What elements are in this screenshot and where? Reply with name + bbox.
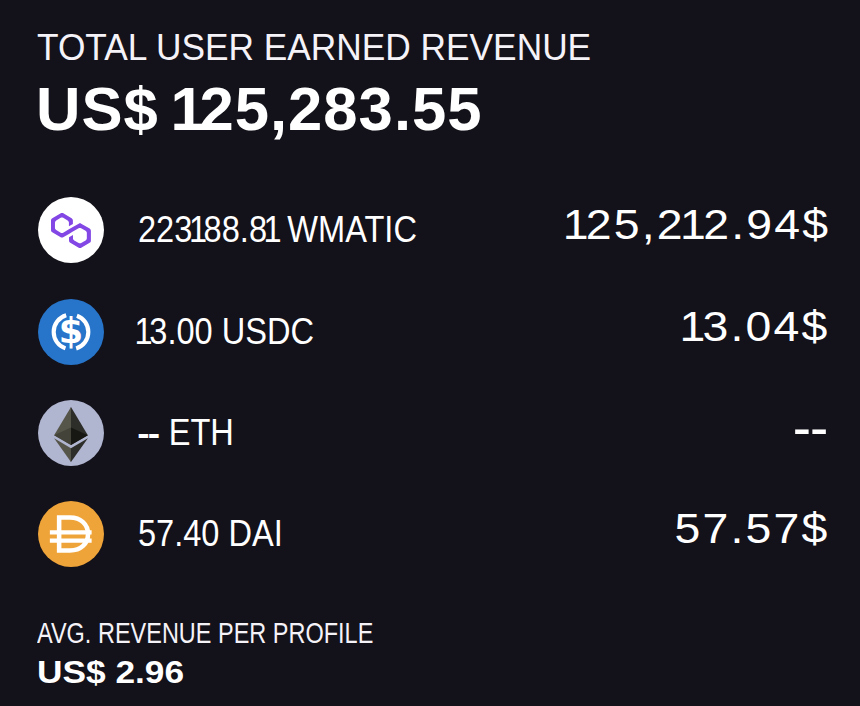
avg-revenue-label: AVG. REVENUE PER PROFILE: [37, 617, 452, 650]
card-title: TOTAL USER EARNED REVENUE: [37, 27, 602, 69]
total-revenue-value: US$ 125,283.55: [36, 74, 478, 144]
token-usd-value: 125,212.94$: [587, 200, 830, 249]
eth-icon: [38, 400, 104, 466]
token-amount: 57.40 DAI: [138, 513, 303, 555]
dai-icon: [38, 501, 104, 567]
usdc-icon: $: [38, 299, 104, 365]
token-amount: -- ETH: [138, 412, 247, 454]
token-amount: 223188.81 WMATIC: [138, 209, 455, 251]
polygon-icon: [38, 197, 104, 263]
token-usd-value: 13.04$: [695, 302, 830, 351]
token-row-usdc: $ 13.00 USDC 13.04$: [38, 299, 830, 365]
token-usd-value: --: [797, 403, 830, 452]
revenue-card: TOTAL USER EARNED REVENUE US$ 125,283.55…: [0, 0, 860, 706]
token-usd-value: 57.57$: [686, 504, 830, 553]
svg-text:$: $: [59, 310, 83, 351]
token-row-wmatic: 223188.81 WMATIC 125,212.94$: [38, 197, 830, 263]
token-row-eth: -- ETH --: [38, 400, 830, 466]
token-row-dai: 57.40 DAI 57.57$: [38, 501, 830, 567]
avg-revenue-value: US$ 2.96: [37, 654, 168, 691]
token-amount: 13.00 USDC: [138, 311, 338, 353]
